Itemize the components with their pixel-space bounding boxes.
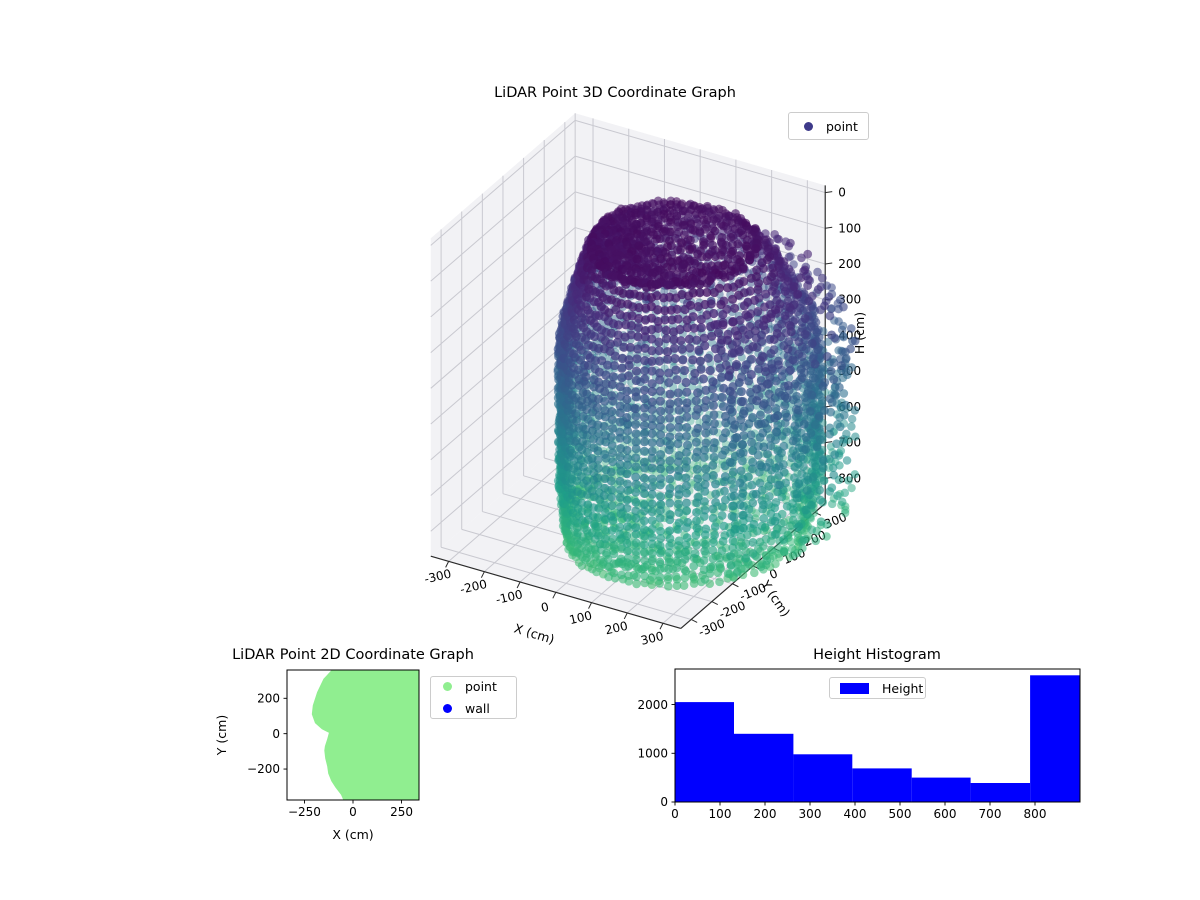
y-tick-label: −200: [247, 762, 280, 776]
lidar-2d-scatter-plot: −250 0 250 200 0 −200 X (cm) Y (cm): [214, 669, 420, 842]
lidar-point-region: [311, 670, 419, 800]
x-tick-label: 700: [979, 807, 1002, 821]
hist-title: Height Histogram: [813, 647, 941, 663]
x-tick-label: 100: [709, 807, 732, 821]
hist-bar: [852, 768, 912, 802]
x-tick-label: 500: [889, 807, 912, 821]
hist-bar: [1030, 675, 1080, 802]
hist-bar: [970, 783, 1030, 802]
x-tick-label: 200: [754, 807, 777, 821]
plot2d-ylabel: Y (cm): [214, 715, 229, 756]
y-tick-label: 200: [257, 691, 280, 705]
x-tick-label: −250: [288, 805, 321, 819]
legend-label: Height: [882, 680, 924, 696]
y-tick-label: 1000: [637, 746, 668, 760]
hist-axes-frame: [674, 668, 1081, 803]
scatter-point-icon: [443, 682, 452, 691]
x-tick-label: 0: [671, 807, 679, 821]
hist-legend: Height: [829, 677, 926, 699]
x-tick-label: 800: [1024, 807, 1047, 821]
plot3d-legend: point: [788, 112, 869, 140]
plot2d-xlabel: X (cm): [332, 827, 373, 842]
plot2d-legend: point wall: [430, 676, 517, 719]
x-tick-label: 250: [390, 805, 413, 819]
hist-bar: [675, 702, 734, 802]
legend-entry-point: point: [804, 117, 868, 136]
plot2d-title: LiDAR Point 2D Coordinate Graph: [232, 647, 474, 663]
legend-entry-wall: wall: [443, 699, 516, 718]
legend-label: point: [826, 118, 858, 134]
x-tick-label: 300: [799, 807, 822, 821]
y-tick-label: 0: [660, 795, 668, 809]
legend-entry-point: point: [443, 677, 516, 696]
x-tick-label: 0: [349, 805, 357, 819]
scatter-point-icon: [804, 121, 813, 131]
legend-label: wall: [465, 701, 490, 716]
x-tick-label: 600: [934, 807, 957, 821]
bar-swatch-icon: [840, 682, 869, 694]
plot3d-title: LiDAR Point 3D Coordinate Graph: [494, 85, 736, 101]
y-tick-label: 0: [272, 727, 280, 741]
x-tick-label: 400: [844, 807, 867, 821]
hist-bar: [911, 777, 971, 802]
scatter-point-icon: [443, 704, 452, 713]
legend-entry-height: Height: [840, 679, 925, 698]
y-tick-label: 2000: [637, 698, 668, 712]
height-histogram-plot: 0 100 200 300 400 500 600 700 800 0 1000 2000: [637, 668, 1081, 821]
hist-bar: [793, 754, 853, 802]
hist-bar: [734, 733, 794, 802]
legend-label: point: [465, 679, 497, 694]
